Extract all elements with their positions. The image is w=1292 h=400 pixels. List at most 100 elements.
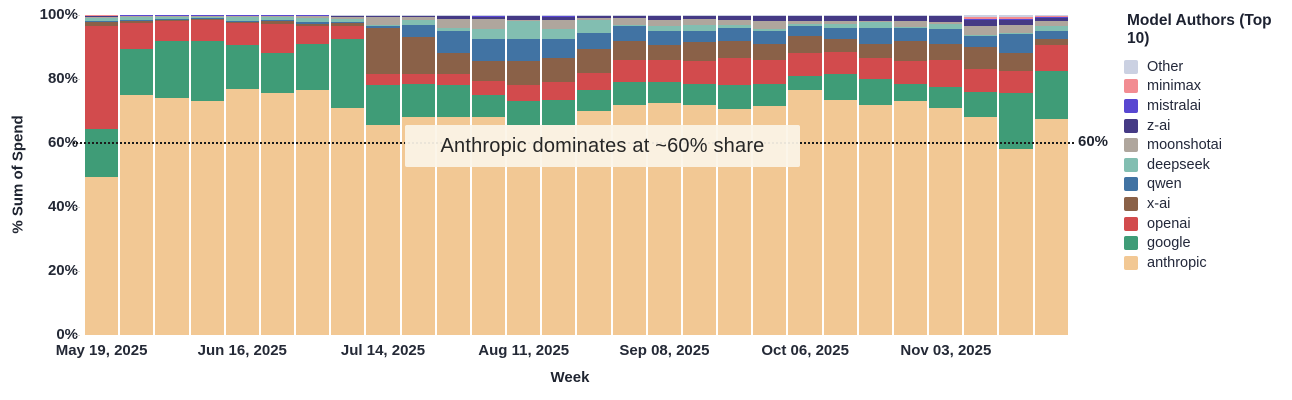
bar-segment-anthropic[interactable]: [858, 104, 892, 335]
bar-segment-z-ai[interactable]: [577, 15, 611, 19]
bar-segment-deepseek[interactable]: [260, 16, 295, 21]
stacked-bar[interactable]: [1034, 15, 1068, 335]
bar-segment-openai[interactable]: [436, 74, 470, 86]
bar-segment-moonshotai[interactable]: [542, 20, 576, 30]
bar-segment-x-ai[interactable]: [823, 39, 857, 52]
bar-segment-google[interactable]: [120, 48, 154, 95]
bar-segment-qwen[interactable]: [401, 24, 435, 38]
bar-segment-openai[interactable]: [964, 69, 998, 92]
stacked-bar[interactable]: [401, 15, 435, 335]
bar-segment-moonshotai[interactable]: [753, 21, 787, 30]
bar-segment-google[interactable]: [858, 79, 892, 105]
bar-segment-openai[interactable]: [929, 59, 963, 88]
stacked-bar[interactable]: [366, 15, 400, 335]
bar-segment-qwen[interactable]: [542, 39, 576, 59]
bar-segment-openai[interactable]: [120, 23, 154, 49]
bar-segment-qwen[interactable]: [718, 27, 752, 41]
bar-segment-moonshotai[interactable]: [788, 21, 822, 24]
bar-segment-moonshotai[interactable]: [718, 19, 752, 25]
bar-segment-Other[interactable]: [612, 15, 646, 16]
bar-segment-qwen[interactable]: [225, 20, 259, 22]
stacked-bar[interactable]: [823, 15, 857, 335]
stacked-bar[interactable]: [260, 15, 295, 335]
bar-segment-anthropic[interactable]: [296, 90, 330, 335]
bar-segment-Other[interactable]: [964, 15, 998, 17]
bar-segment-deepseek[interactable]: [577, 19, 611, 33]
stacked-bar[interactable]: [858, 15, 892, 335]
bar-segment-x-ai[interactable]: [929, 43, 963, 60]
bar-segment-Other[interactable]: [999, 15, 1033, 17]
bar-segment-Other[interactable]: [331, 15, 365, 16]
bar-segment-deepseek[interactable]: [999, 32, 1033, 35]
bar-segment-qwen[interactable]: [296, 22, 330, 24]
bar-segment-mistralai[interactable]: [999, 18, 1033, 20]
bar-segment-x-ai[interactable]: [401, 37, 435, 75]
bar-segment-mistralai[interactable]: [471, 16, 506, 17]
bar-segment-x-ai[interactable]: [682, 42, 717, 62]
bar-segment-Other[interactable]: [471, 15, 506, 17]
bar-segment-z-ai[interactable]: [401, 16, 435, 18]
stacked-bar[interactable]: [120, 15, 154, 335]
bar-segment-qwen[interactable]: [858, 27, 892, 44]
bar-segment-z-ai[interactable]: [999, 19, 1033, 26]
bar-segment-deepseek[interactable]: [507, 21, 541, 40]
bar-segment-x-ai[interactable]: [190, 19, 224, 21]
stacked-bar[interactable]: [929, 15, 963, 335]
legend-item-moonshotai[interactable]: moonshotai: [1124, 135, 1288, 155]
bar-segment-openai[interactable]: [85, 26, 119, 129]
bar-segment-anthropic[interactable]: [1034, 119, 1068, 335]
bar-segment-anthropic[interactable]: [260, 93, 295, 335]
bar-segment-z-ai[interactable]: [788, 16, 822, 22]
bar-segment-deepseek[interactable]: [753, 29, 787, 32]
bar-segment-z-ai[interactable]: [225, 15, 259, 17]
bar-segment-deepseek[interactable]: [647, 26, 681, 32]
bar-segment-deepseek[interactable]: [823, 23, 857, 28]
bar-segment-qwen[interactable]: [190, 18, 224, 20]
stacked-bar[interactable]: [682, 15, 717, 335]
stacked-bar[interactable]: [471, 15, 506, 335]
bar-segment-Other[interactable]: [682, 15, 717, 16]
bar-segment-z-ai[interactable]: [612, 16, 646, 19]
bar-segment-x-ai[interactable]: [542, 58, 576, 83]
bar-segment-google[interactable]: [929, 87, 963, 108]
bar-segment-qwen[interactable]: [85, 21, 119, 23]
bar-segment-deepseek[interactable]: [155, 16, 189, 20]
bar-segment-qwen[interactable]: [682, 31, 717, 43]
bar-segment-Other[interactable]: [401, 15, 435, 16]
bar-segment-google[interactable]: [1034, 71, 1068, 119]
bar-segment-moonshotai[interactable]: [225, 16, 259, 17]
bar-segment-moonshotai[interactable]: [682, 18, 717, 25]
bar-segment-openai[interactable]: [999, 71, 1033, 94]
bar-segment-openai[interactable]: [858, 58, 892, 80]
bar-segment-google[interactable]: [999, 93, 1033, 150]
stacked-bar[interactable]: [85, 15, 119, 335]
bar-segment-google[interactable]: [85, 128, 119, 177]
bar-segment-google[interactable]: [296, 43, 330, 91]
bar-segment-Other[interactable]: [893, 15, 928, 16]
bar-segment-openai[interactable]: [296, 26, 330, 44]
bar-segment-x-ai[interactable]: [858, 43, 892, 59]
bar-segment-openai[interactable]: [612, 59, 646, 83]
bar-segment-z-ai[interactable]: [542, 16, 576, 21]
bar-segment-deepseek[interactable]: [612, 24, 646, 27]
bar-segment-z-ai[interactable]: [1034, 18, 1068, 22]
stacked-bar[interactable]: [788, 15, 822, 335]
bar-segment-openai[interactable]: [155, 21, 189, 41]
legend-item-openai[interactable]: openai: [1124, 214, 1288, 234]
bar-segment-x-ai[interactable]: [331, 23, 365, 27]
bar-segment-z-ai[interactable]: [85, 16, 119, 17]
bar-segment-x-ai[interactable]: [893, 40, 928, 62]
bar-segment-qwen[interactable]: [999, 34, 1033, 54]
bar-segment-qwen[interactable]: [577, 32, 611, 49]
bar-segment-x-ai[interactable]: [1034, 39, 1068, 46]
bar-segment-deepseek[interactable]: [190, 16, 224, 19]
bar-segment-google[interactable]: [753, 83, 787, 107]
bar-segment-x-ai[interactable]: [225, 21, 259, 24]
bar-segment-x-ai[interactable]: [753, 43, 787, 60]
bar-segment-openai[interactable]: [647, 59, 681, 83]
bar-segment-google[interactable]: [507, 101, 541, 126]
bar-segment-moonshotai[interactable]: [260, 16, 295, 17]
bar-segment-Other[interactable]: [753, 15, 787, 16]
bar-segment-anthropic[interactable]: [964, 117, 998, 335]
bar-segment-openai[interactable]: [753, 59, 787, 84]
